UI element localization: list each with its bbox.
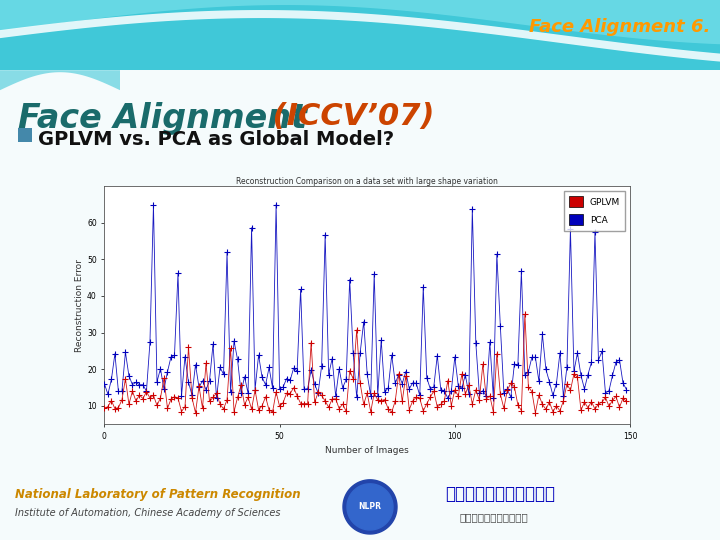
Text: (ICCV’07): (ICCV’07) <box>262 102 434 131</box>
Polygon shape <box>347 484 393 530</box>
Text: 中国科学院自动化研究所: 中国科学院自动化研究所 <box>460 512 528 522</box>
Polygon shape <box>0 10 720 62</box>
X-axis label: Number of Images: Number of Images <box>325 446 409 455</box>
Polygon shape <box>0 70 120 90</box>
Legend: GPLVM, PCA: GPLVM, PCA <box>564 191 626 231</box>
Polygon shape <box>0 45 720 70</box>
Text: NLPR: NLPR <box>359 502 382 511</box>
Y-axis label: Reconstruction Error: Reconstruction Error <box>75 259 84 352</box>
Text: National Laboratory of Pattern Recognition: National Laboratory of Pattern Recogniti… <box>15 488 301 501</box>
Title: Reconstruction Comparison on a data set with large shape variation: Reconstruction Comparison on a data set … <box>236 177 498 186</box>
Bar <box>18 128 32 142</box>
Polygon shape <box>343 480 397 534</box>
Text: Institute of Automation, Chinese Academy of Sciences: Institute of Automation, Chinese Academy… <box>15 508 281 518</box>
Polygon shape <box>0 0 720 44</box>
Text: Face Alignment: Face Alignment <box>18 102 307 135</box>
Text: GPLVM vs. PCA as Global Model?: GPLVM vs. PCA as Global Model? <box>38 130 394 149</box>
Text: Face Alignment 6.: Face Alignment 6. <box>528 18 710 36</box>
Text: 模式识别国家重点实验室: 模式识别国家重点实验室 <box>445 485 555 503</box>
